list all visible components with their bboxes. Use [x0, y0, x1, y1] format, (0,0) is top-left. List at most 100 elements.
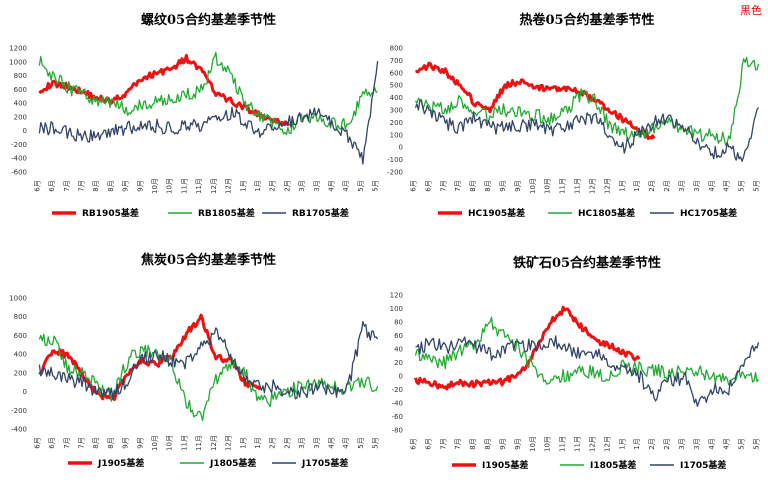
series-line-HC1805基差 — [414, 56, 760, 146]
legend-label: HC1905基差 — [468, 207, 525, 219]
x-tick-label: 11月 — [180, 435, 188, 451]
x-tick-label: 1月 — [633, 180, 641, 191]
series-line-J1805基差 — [38, 333, 379, 422]
x-tick-label: 7月 — [63, 437, 71, 448]
x-tick-label: 5月 — [357, 180, 365, 191]
series-line-HC1905基差 — [415, 61, 656, 141]
x-tick-label: 6月 — [424, 438, 432, 449]
x-tick-label: 1月 — [239, 180, 247, 191]
series-line-RB1805基差 — [38, 51, 378, 136]
x-tick-label: 12月 — [225, 435, 233, 451]
y-tick-label: 60 — [394, 332, 403, 340]
y-tick-label: 700 — [390, 57, 403, 65]
x-tick-label: 2月 — [648, 438, 656, 449]
y-tick-label: -400 — [11, 426, 27, 434]
legend-label: HC1705基差 — [680, 207, 737, 219]
y-tick-label: 1000 — [9, 58, 27, 66]
x-tick-label: 9月 — [499, 438, 507, 449]
y-tick-label: 120 — [390, 292, 403, 300]
y-tick-label: 400 — [14, 351, 27, 359]
x-tick-label: 11月 — [559, 436, 567, 452]
x-tick-label: 9月 — [122, 437, 130, 448]
y-tick-label: -200 — [387, 169, 403, 177]
x-tick-label: 3月 — [678, 438, 686, 449]
x-tick-label: 5月 — [372, 437, 380, 448]
x-tick-label: 12月 — [210, 435, 218, 451]
x-tick-label: 1月 — [618, 180, 626, 191]
y-tick-label: -200 — [11, 141, 27, 149]
chart-title: 螺纹05合约基差季节性 — [141, 12, 276, 28]
x-tick-label: 10月 — [544, 436, 552, 452]
x-tick-label: 12月 — [603, 436, 611, 452]
chart-title: 热卷05合约基差季节性 — [519, 12, 654, 28]
y-tick-label: 200 — [390, 119, 403, 127]
y-tick-label: 600 — [390, 69, 403, 77]
y-tick-label: -200 — [11, 407, 27, 415]
series-line-J1705基差 — [38, 321, 379, 401]
x-tick-label: 8月 — [92, 180, 100, 191]
x-tick-label: 12月 — [225, 178, 233, 194]
x-tick-label: 4月 — [342, 437, 350, 448]
y-tick-label: 20 — [394, 359, 403, 367]
y-tick-label: 600 — [14, 86, 27, 94]
x-tick-label: 8月 — [469, 438, 477, 449]
y-tick-label: 100 — [390, 305, 403, 313]
x-tick-label: 3月 — [313, 180, 321, 191]
x-tick-label: 8月 — [484, 180, 492, 191]
x-tick-label: 5月 — [738, 180, 746, 191]
x-tick-label: 5月 — [372, 180, 380, 191]
legend-label: I1705基差 — [680, 459, 726, 471]
x-tick-label: 1月 — [254, 180, 262, 191]
x-tick-label: 6月 — [409, 180, 417, 191]
y-tick-label: 600 — [14, 332, 27, 340]
series-line-I1705基差 — [415, 335, 760, 407]
y-tick-label: 400 — [14, 100, 27, 108]
x-tick-label: 7月 — [77, 437, 85, 448]
x-tick-label: 7月 — [439, 438, 447, 449]
x-tick-label: 12月 — [210, 178, 218, 194]
x-tick-label: 4月 — [723, 438, 731, 449]
series-line-J1905基差 — [38, 313, 262, 402]
x-tick-label: 9月 — [122, 180, 130, 191]
x-tick-label: 7月 — [454, 438, 462, 449]
y-tick-label: 0 — [23, 388, 27, 396]
y-tick-label: -600 — [11, 169, 27, 177]
y-tick-label: 200 — [14, 369, 27, 377]
legend-label: J1805基差 — [209, 457, 256, 469]
legend-label: J1905基差 — [97, 457, 144, 469]
x-tick-label: 6月 — [33, 437, 41, 448]
x-tick-label: 12月 — [603, 178, 611, 194]
y-tick-label: 800 — [14, 313, 27, 321]
chart-panel-1: 螺纹05合约基差季节性 -600 -400 -200 0 200 400 600 800 1000… — [9, 12, 379, 219]
x-tick-label: 4月 — [708, 180, 716, 191]
x-tick-label: 8月 — [469, 180, 477, 191]
x-tick-label: 3月 — [693, 180, 701, 191]
x-tick-label: 9月 — [514, 180, 522, 191]
x-tick-label: 10月 — [529, 436, 537, 452]
x-tick-label: 11月 — [559, 178, 567, 194]
x-tick-label: 2月 — [648, 180, 656, 191]
x-tick-label: 6月 — [48, 180, 56, 191]
x-tick-label: 3月 — [693, 438, 701, 449]
y-tick-label: -80 — [392, 427, 403, 435]
legend-label: HC1805基差 — [578, 207, 635, 219]
x-tick-label: 4月 — [342, 180, 350, 191]
legend-label: J1705基差 — [301, 457, 348, 469]
x-tick-label: 7月 — [63, 180, 71, 191]
y-tick-label: 40 — [394, 346, 403, 354]
x-tick-label: 10月 — [151, 178, 159, 194]
x-tick-label: 1月 — [633, 438, 641, 449]
x-tick-label: 1月 — [254, 437, 262, 448]
x-tick-label: 12月 — [588, 436, 596, 452]
x-tick-label: 5月 — [753, 438, 761, 449]
x-tick-label: 11月 — [180, 178, 188, 194]
legend-label: I1905基差 — [482, 459, 528, 471]
y-tick-label: 0 — [399, 144, 403, 152]
chart-panel-2: 热卷05合约基差季节性 -200 -100 0 100 200 300 400 500 600 70… — [387, 12, 760, 219]
series-line-RB1905基差 — [38, 53, 291, 127]
x-tick-label: 11月 — [574, 178, 582, 194]
legend-label: RB1805基差 — [198, 207, 255, 219]
x-tick-label: 1月 — [618, 438, 626, 449]
legend-label: RB1705基差 — [292, 207, 349, 219]
